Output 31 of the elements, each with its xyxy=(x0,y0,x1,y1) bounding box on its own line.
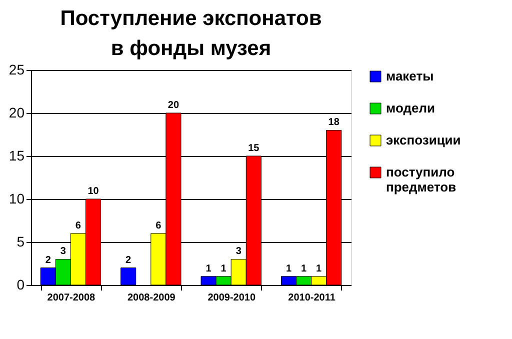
y-tick-label: 5 xyxy=(16,234,25,250)
legend-label: экспозиции xyxy=(386,132,461,148)
data-label: 20 xyxy=(168,100,180,111)
chart-title: Поступление экспонатов в фонды музея xyxy=(60,7,322,60)
data-label: 1 xyxy=(301,263,307,274)
data-label: 6 xyxy=(75,220,82,232)
data-label: 18 xyxy=(328,117,340,128)
data-label: 15 xyxy=(248,143,260,154)
y-tick-label: 10 xyxy=(8,190,25,206)
x-tick-label: 2010-2011 xyxy=(288,292,336,304)
data-label: 2 xyxy=(126,254,132,266)
data-label: 3 xyxy=(60,246,66,258)
legend-label: поступило предметов xyxy=(386,164,456,194)
data-label: 1 xyxy=(220,263,227,274)
x-tick-label: 2009-2010 xyxy=(208,292,256,304)
data-label: 1 xyxy=(286,263,292,274)
x-tick-label: 2007-2008 xyxy=(47,292,96,304)
x-tick-label: 2008-2009 xyxy=(127,292,176,304)
data-label: 6 xyxy=(156,220,162,232)
data-label: 2 xyxy=(45,254,52,266)
y-tick-label: 15 xyxy=(8,148,25,164)
data-label: 1 xyxy=(206,263,212,274)
legend-label: модели xyxy=(386,100,435,116)
y-tick-label: 20 xyxy=(8,104,25,120)
legend-label: макеты xyxy=(386,68,434,84)
bar xyxy=(120,268,136,286)
data-label: 10 xyxy=(88,186,100,197)
y-tick-label: 0 xyxy=(16,276,25,292)
data-label: 1 xyxy=(316,263,322,274)
y-tick-label: 25 xyxy=(8,62,25,78)
data-label: 3 xyxy=(236,246,242,258)
